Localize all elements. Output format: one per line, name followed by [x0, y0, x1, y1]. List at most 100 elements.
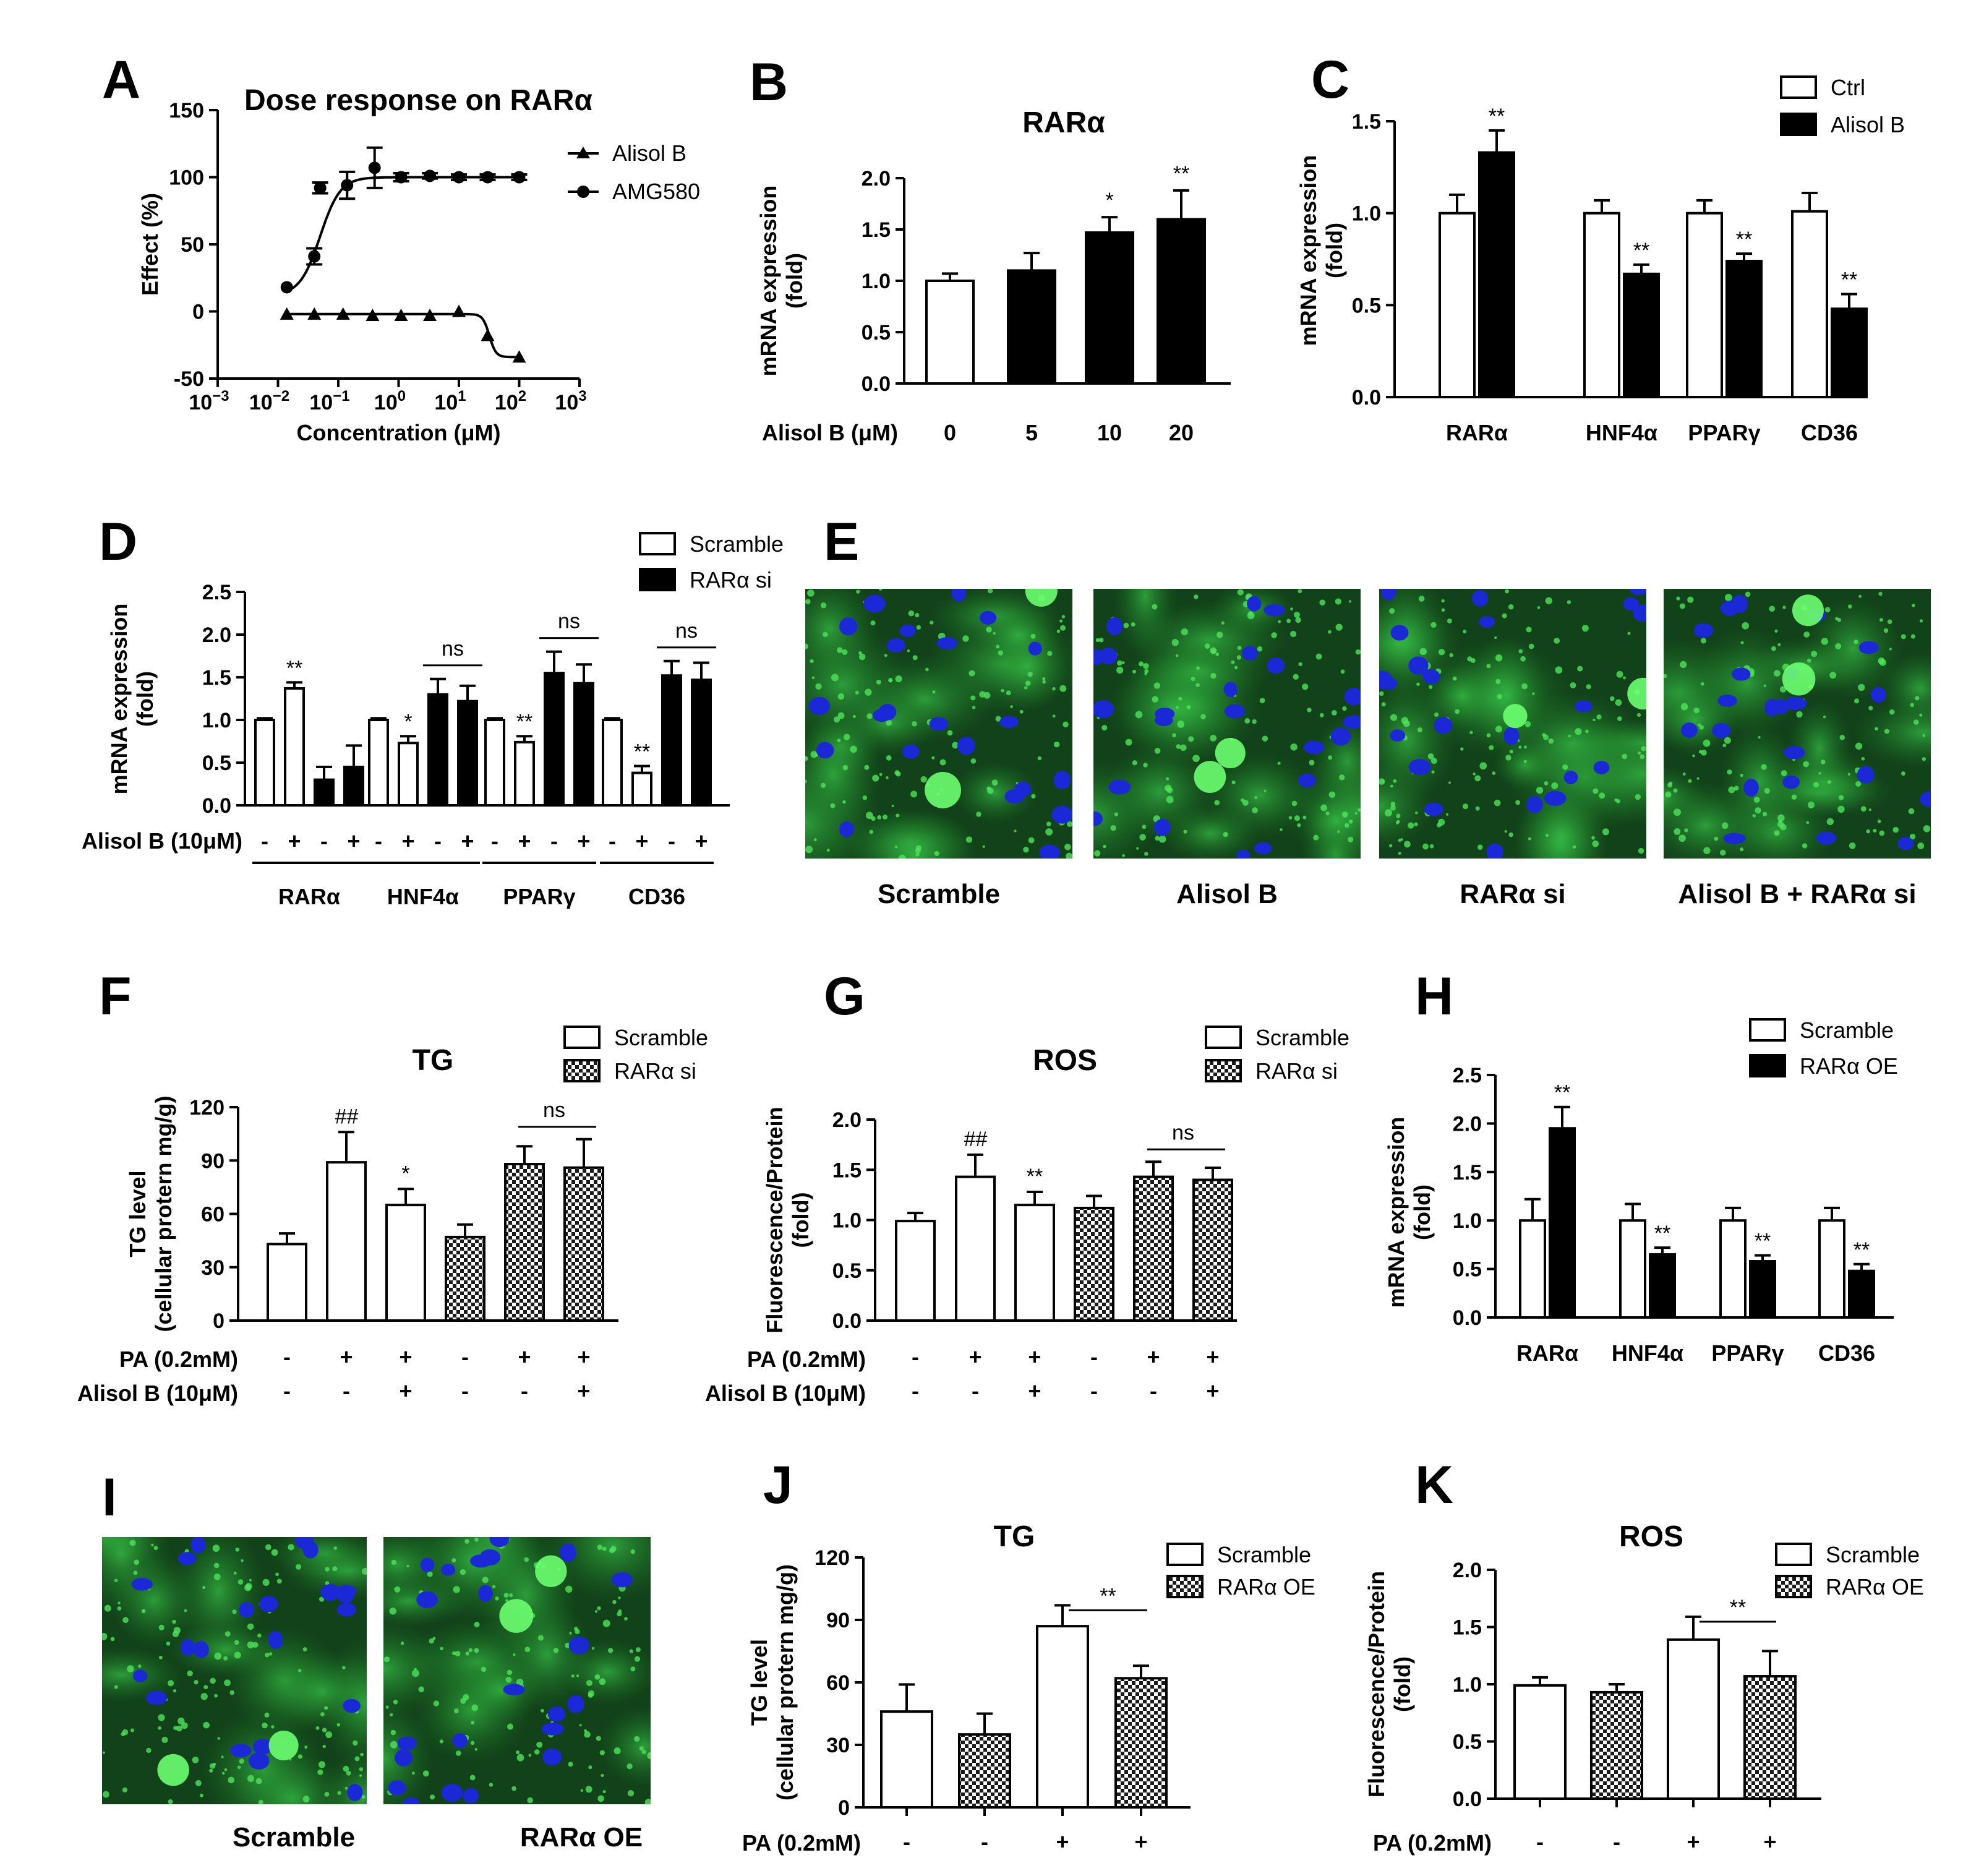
- panel-e-micrograph-nucleus: [1784, 746, 1805, 760]
- panel-e-micrograph-droplet: [1592, 840, 1599, 847]
- panel-e-micrograph-droplet: [1826, 818, 1834, 826]
- panel-f-legend-second-label: RARα si: [614, 1058, 696, 1084]
- panel-c-legend-label: Ctrl: [1831, 75, 1865, 100]
- panel-e-micrograph-droplet: [1023, 847, 1029, 853]
- panel-f-row-value: -: [283, 1344, 291, 1369]
- panel-k-title: ROS: [1619, 1520, 1683, 1553]
- panel-g-row-value: +: [1028, 1378, 1041, 1403]
- panel-e-micrograph-droplet: [898, 854, 906, 859]
- panel-e-micrograph-droplet: [1059, 619, 1063, 623]
- panel-e-micrograph-droplet: [1398, 852, 1401, 855]
- panel-a-xtick-label: 10−2: [249, 388, 289, 414]
- panel-e-micrograph-droplet: [1116, 660, 1122, 666]
- panel-e-micrograph-droplet: [1210, 673, 1216, 679]
- panel-g-row-value: -: [1090, 1344, 1098, 1369]
- panel-a-point-alisol-b: [366, 309, 380, 322]
- panel-b-bar: [1007, 269, 1056, 385]
- panel-d-treatment: +: [461, 828, 474, 854]
- panel-e-micrograph-droplet: [1441, 599, 1445, 603]
- panel-i-micrograph-droplet: [320, 1712, 325, 1716]
- panel-i-micrograph-droplet: [505, 1599, 508, 1603]
- panel-d-bar: [573, 682, 594, 807]
- panel-e-micrograph-droplet: [1714, 836, 1719, 841]
- panel-e-micrograph-droplet: [1216, 632, 1223, 638]
- panel-e-micrograph-droplet: [907, 649, 910, 653]
- panel-e-micrograph-droplet: [1418, 596, 1425, 602]
- panel-i-micrograph-nucleus: [441, 1784, 463, 1802]
- panel-e-micrograph-droplet: [1416, 682, 1420, 687]
- panel-g-sig: ##: [964, 1128, 988, 1151]
- panel-e-micrograph-nucleus: [979, 610, 997, 625]
- panel-i-micrograph-droplet: [346, 1770, 351, 1776]
- panel-e-micrograph-droplet: [1664, 674, 1667, 679]
- panel-i-micrograph-droplet: [495, 1596, 499, 1601]
- panel-h-category: HNF4α: [1612, 1340, 1683, 1366]
- panel-e-micrograph-droplet: [1290, 607, 1293, 610]
- panel-e-micrograph-droplet: [1053, 741, 1060, 748]
- panel-i-micrograph-nucleus: [478, 1585, 493, 1602]
- panel-e-micrograph-droplet: [1114, 812, 1119, 816]
- panel-e-micrograph-nucleus: [1236, 850, 1251, 859]
- panel-i-micrograph-droplet: [460, 1569, 466, 1575]
- panel-d-ytick-label: 0.0: [202, 794, 231, 818]
- panel-i-micrograph-droplet: [524, 1647, 531, 1653]
- panel-j-legend-scramble-label: Scramble: [1217, 1542, 1311, 1567]
- panel-e-micrograph-droplet: [855, 690, 859, 695]
- panel-e-micrograph-droplet: [1389, 608, 1395, 614]
- panel-i-micrograph-droplet: [333, 1546, 338, 1550]
- panel-i-micrograph-droplet: [411, 1669, 419, 1677]
- panel-e-micrograph-droplet: [1290, 743, 1298, 751]
- panel-i-micrograph-droplet: [122, 1617, 129, 1624]
- panel-d-treatment: -: [434, 828, 442, 854]
- panel-g-sig: **: [1027, 1165, 1043, 1188]
- panel-d-sig: **: [516, 710, 532, 734]
- panel-e-micrograph-droplet: [986, 786, 991, 791]
- panel-e-micrograph-droplet: [1280, 828, 1283, 831]
- panel-e-micrograph-droplet: [889, 679, 892, 683]
- panel-i-micrograph-droplet: [194, 1680, 199, 1685]
- panel-e-micrograph-droplet: [1762, 812, 1768, 816]
- panel-i-micrograph-droplet: [184, 1609, 187, 1613]
- panel-e-micrograph-nucleus: [1390, 729, 1406, 742]
- panel-k-legend-oe-swatch: [1775, 1575, 1812, 1598]
- panel-d-legend-rar-si-swatch: [639, 568, 676, 591]
- panel-e-micrograph-droplet: [1354, 812, 1358, 815]
- panel-g-ytick-label: 2.0: [832, 1108, 862, 1132]
- panel-e-micrograph-nucleus: [1379, 670, 1393, 690]
- panel-j-ytick-label: 0: [838, 1796, 850, 1820]
- panel-e-micrograph-droplet: [1889, 709, 1895, 715]
- panel-k-bar: [1590, 1690, 1643, 1800]
- panel-i-micrograph-nucleus: [145, 1690, 168, 1705]
- panel-e-micrograph-droplet: [920, 776, 927, 783]
- panel-e-micrograph-droplet: [1429, 685, 1433, 689]
- panel-i-micrograph-droplet: [617, 1611, 622, 1617]
- panel-i-micrograph-droplet: [233, 1571, 237, 1575]
- panel-e-micrograph-nucleus: [1897, 837, 1914, 850]
- panel-i-micrograph-droplet: [304, 1745, 308, 1749]
- panel-a: A Dose response on RARα -50 0 50 100 150 10−3 10…: [102, 50, 700, 445]
- panel-e-micrograph-droplet: [1064, 843, 1071, 850]
- panel-f-legend-second-swatch: [563, 1059, 601, 1082]
- panel-e-micrograph-droplet: [1144, 669, 1149, 674]
- panel-letter-b: B: [750, 53, 788, 112]
- panel-d-treatment: -: [609, 828, 616, 854]
- panel-k: K ROS 0.0 0.5 1.0 1.5 2.0 Fluorescence/Protein(…: [1364, 1455, 1924, 1856]
- panel-e-micrograph-droplet: [1165, 784, 1172, 792]
- panel-e-micrograph-nucleus: [957, 737, 975, 755]
- panel-e-micrograph-droplet: [952, 742, 959, 749]
- panel-c-bar: [1725, 259, 1763, 398]
- panel-e-micrograph-droplet: [1494, 636, 1497, 640]
- panel-i-micrograph-droplet: [239, 1758, 244, 1764]
- panel-i-micrograph-droplet: [507, 1723, 513, 1730]
- panel-h-bar: [1719, 1219, 1747, 1319]
- panel-e-micrograph-droplet: [1309, 760, 1315, 766]
- panel-i-micrograph-droplet: [237, 1765, 241, 1769]
- panel-e-micrograph-droplet: [1271, 632, 1277, 638]
- panel-g-row-value: +: [1147, 1344, 1160, 1369]
- panel-e-micrograph-droplet: [939, 759, 946, 766]
- panel-d-treatment: +: [635, 828, 648, 854]
- panel-j-ytick-label: 60: [826, 1671, 850, 1695]
- panel-j-ytick-label: 120: [815, 1546, 850, 1570]
- panel-i-micrograph-nucleus: [336, 1603, 357, 1617]
- panel-e-micrograph-droplet: [1328, 791, 1336, 799]
